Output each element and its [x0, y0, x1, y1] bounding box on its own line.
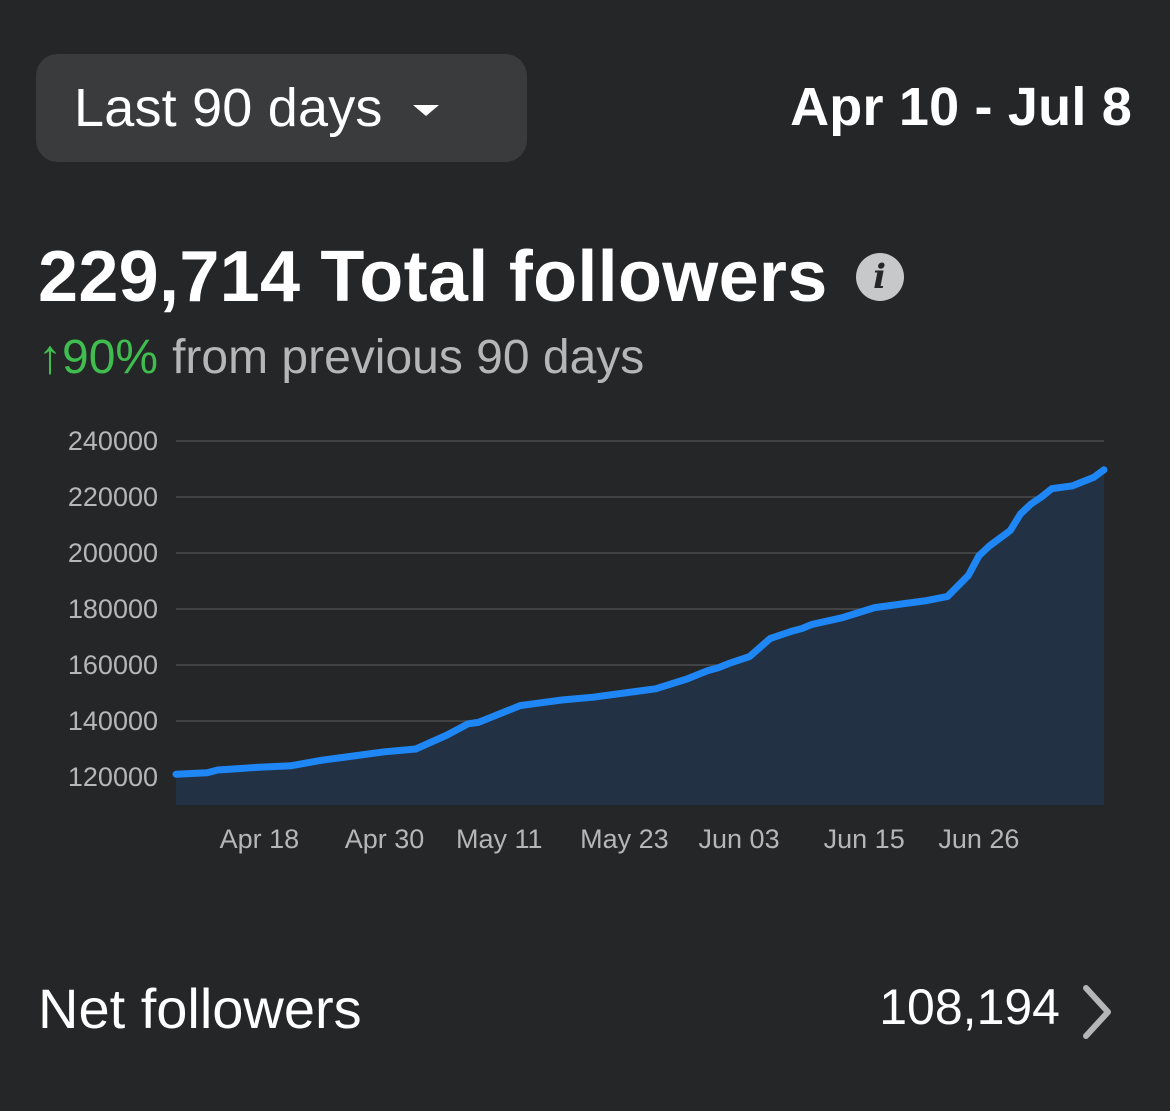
y-tick-label: 240000	[68, 426, 158, 456]
followers-area-fill	[176, 469, 1104, 805]
y-tick-label: 180000	[68, 594, 158, 624]
x-tick-label: Jun 15	[824, 824, 905, 854]
change-text: from previous 90 days	[172, 331, 645, 384]
y-tick-label: 140000	[68, 706, 158, 736]
net-followers-row[interactable]: Net followers 108,194	[0, 960, 1170, 1060]
y-axis-labels: 120000 140000 160000 180000 200000 220000 2400…	[68, 426, 158, 792]
followers-area-chart: 120000 140000 160000 180000 200000 220000 2400…	[68, 426, 1108, 854]
y-tick-label: 220000	[68, 482, 158, 512]
followers-series-line	[172, 466, 1108, 778]
net-followers-label: Net followers	[38, 977, 362, 1040]
x-tick-label: Jun 03	[699, 824, 780, 854]
total-followers-heading: 229,714 Total followers i	[38, 236, 904, 318]
total-followers-label: Total followers	[320, 237, 828, 317]
chart-gridlines	[176, 440, 1104, 778]
x-tick-label: Jun 26	[938, 824, 1019, 854]
chevron-right-icon	[1083, 985, 1111, 1039]
x-tick-label: Apr 18	[220, 824, 300, 854]
net-followers-value: 108,194	[879, 979, 1060, 1035]
info-icon[interactable]: i	[855, 253, 904, 301]
total-followers-count: 229,714	[38, 237, 301, 317]
caret-down-icon	[412, 104, 439, 116]
date-range-dropdown-label: Last 90 days	[74, 78, 383, 138]
x-tick-label: May 23	[580, 824, 669, 854]
change-summary: ↑90% from previous 90 days	[38, 330, 644, 385]
y-tick-label: 120000	[68, 762, 158, 792]
date-range-text: Apr 10 - Jul 8	[790, 77, 1132, 137]
x-tick-label: Apr 30	[345, 824, 425, 854]
x-axis-labels: Apr 18 Apr 30 May 11 May 23 Jun 03 Jun 15 Jun …	[220, 824, 1020, 854]
change-percent: ↑90%	[38, 331, 159, 384]
date-range-dropdown[interactable]: Last 90 days	[36, 54, 527, 162]
x-tick-label: May 11	[456, 824, 543, 854]
y-tick-label: 160000	[68, 650, 158, 680]
y-tick-label: 200000	[68, 538, 158, 568]
